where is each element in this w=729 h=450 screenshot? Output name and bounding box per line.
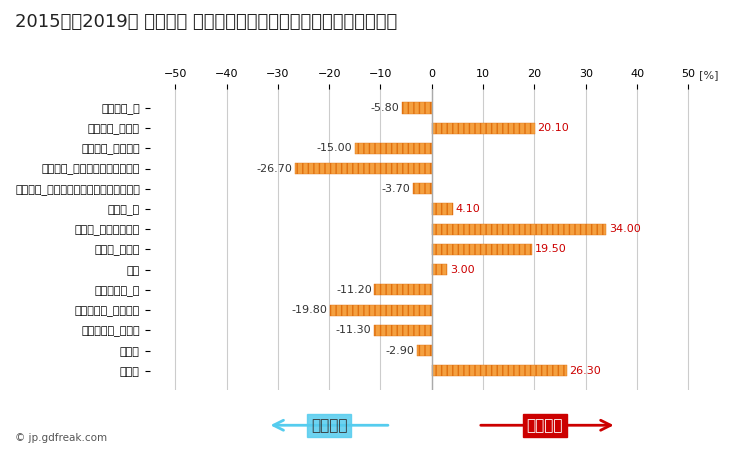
Text: 20.10: 20.10	[537, 123, 569, 133]
Text: 26.30: 26.30	[569, 366, 601, 376]
Text: -11.20: -11.20	[336, 285, 372, 295]
Bar	[432, 264, 447, 275]
Bar	[413, 183, 432, 194]
Text: 34.00: 34.00	[609, 224, 641, 234]
Bar	[417, 345, 432, 356]
Text: 2015年～2019年 東近江市 女性の全国と比べた死因別死亡リスク格差: 2015年～2019年 東近江市 女性の全国と比べた死因別死亡リスク格差	[15, 14, 397, 32]
Bar	[402, 103, 432, 113]
Text: -11.30: -11.30	[335, 325, 371, 335]
Bar	[374, 284, 432, 296]
Bar	[432, 224, 607, 235]
Bar	[432, 244, 532, 255]
Bar	[432, 365, 566, 376]
Text: -19.80: -19.80	[292, 305, 327, 315]
Text: 高リスク: 高リスク	[526, 418, 563, 433]
Bar	[330, 305, 432, 315]
Text: 3.00: 3.00	[450, 265, 475, 274]
Bar	[432, 123, 535, 134]
Text: -26.70: -26.70	[257, 164, 292, 174]
Text: -2.90: -2.90	[386, 346, 414, 356]
Text: 低リスク: 低リスク	[311, 418, 348, 433]
Text: [%]: [%]	[698, 70, 718, 80]
Text: -15.00: -15.00	[316, 144, 352, 153]
Text: -3.70: -3.70	[381, 184, 410, 194]
Text: © jp.gdfreak.com: © jp.gdfreak.com	[15, 433, 106, 443]
Bar	[432, 203, 453, 215]
Text: 19.50: 19.50	[534, 244, 566, 254]
Text: -5.80: -5.80	[371, 103, 399, 113]
Bar	[295, 163, 432, 174]
Bar	[355, 143, 432, 154]
Bar	[374, 325, 432, 336]
Text: 4.10: 4.10	[456, 204, 480, 214]
